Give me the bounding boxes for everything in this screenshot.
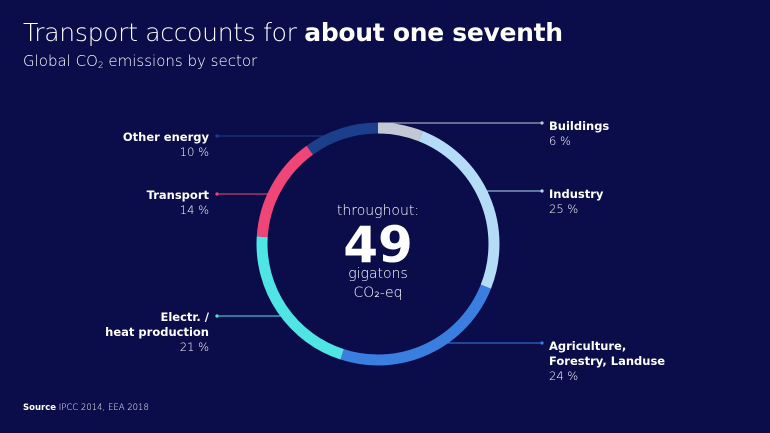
- donut-slices: [256, 122, 500, 366]
- leader-dot-electr-heat-production: [215, 314, 219, 318]
- center-total-value: 49: [343, 216, 413, 274]
- leader-dot-industry: [540, 189, 544, 193]
- slice-industry: [418, 131, 500, 289]
- title-bold: about one seventh: [304, 18, 563, 47]
- center-unit-co2: CO₂-eq: [354, 285, 403, 301]
- center-label-top: throughout:: [337, 203, 419, 219]
- slice-electr-heat-production: [256, 236, 344, 360]
- source-text: IPCC 2014, EEA 2018: [56, 403, 149, 413]
- slice-label-name: Transport: [147, 188, 210, 202]
- center-unit: gigatons: [348, 266, 408, 282]
- slice-label-name: Other energy: [123, 130, 210, 144]
- subtitle-sub: 2: [97, 61, 104, 71]
- leader-dot-other-energy: [215, 134, 219, 138]
- slice-label-name: Buildings: [549, 119, 609, 133]
- slice-label-value: 21 %: [180, 340, 209, 354]
- leader-lines: [215, 121, 544, 345]
- slice-label-name: Forestry, Landuse: [549, 354, 665, 368]
- source-label: Source: [23, 403, 57, 413]
- slice-label-name: Electr. /: [160, 310, 209, 324]
- leader-dot-agriculture-forestry-landuse: [540, 341, 544, 345]
- slice-label-name: Agriculture,: [549, 339, 626, 353]
- source-note: Source IPCC 2014, EEA 2018: [23, 403, 149, 413]
- slice-transport: [256, 145, 314, 238]
- slice-label-name: Industry: [549, 187, 604, 201]
- slice-other-energy: [306, 122, 379, 155]
- subtitle-pre: Global CO: [23, 52, 98, 70]
- slice-label-name: heat production: [105, 325, 209, 339]
- chart-title: Transport accounts for about one seventh: [23, 18, 563, 47]
- slice-label-value: 24 %: [549, 369, 578, 383]
- title-regular: Transport accounts for: [23, 18, 305, 47]
- slice-agriculture-forestry-landuse: [340, 284, 491, 366]
- slice-label-value: 10 %: [180, 145, 209, 159]
- slice-label-value: 14 %: [180, 203, 209, 217]
- chart-subtitle: Global CO2 emissions by sector: [23, 52, 257, 71]
- leader-dot-transport: [215, 192, 219, 196]
- slice-label-value: 25 %: [549, 202, 578, 216]
- subtitle-post: emissions by sector: [103, 52, 258, 70]
- slice-label-value: 6 %: [549, 134, 571, 148]
- leader-dot-buildings: [540, 121, 544, 125]
- slice-buildings: [377, 122, 423, 142]
